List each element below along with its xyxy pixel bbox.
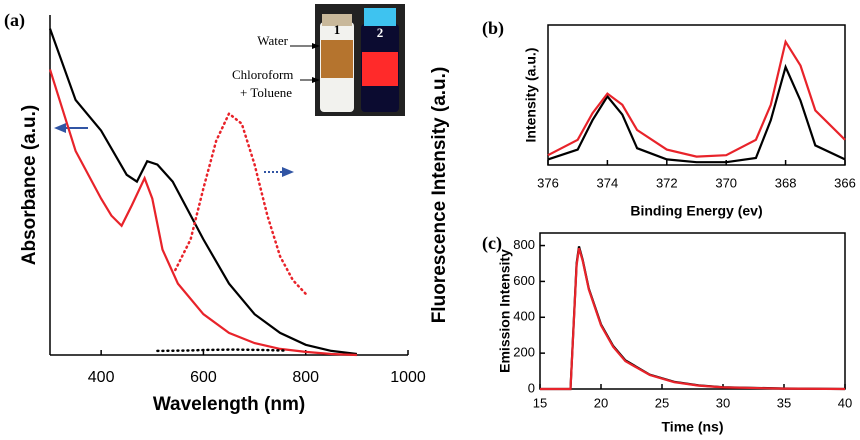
y-tick-label: 200 bbox=[513, 345, 535, 360]
x-tick-label: 30 bbox=[716, 395, 730, 410]
x-axis-label: Wavelength (nm) bbox=[153, 394, 305, 415]
annotation: + Toluene bbox=[240, 85, 292, 100]
x-tick-label: 370 bbox=[715, 175, 737, 190]
panel-label: (a) bbox=[4, 10, 25, 31]
arrow-head bbox=[312, 43, 320, 49]
x-tick-label: 372 bbox=[656, 175, 678, 190]
data-line bbox=[547, 63, 846, 164]
vial-cap bbox=[364, 8, 396, 26]
water-layer bbox=[321, 40, 353, 78]
x-tick-label: 35 bbox=[777, 395, 791, 410]
y2-axis-label: Fluorescence Intensity (a.u.) bbox=[429, 67, 450, 324]
arrow-head bbox=[312, 77, 320, 83]
y-tick-label: 600 bbox=[513, 273, 535, 288]
plot-frame bbox=[539, 232, 846, 390]
data-line bbox=[48, 69, 357, 357]
y-axis-label: Absorbance (a.u.) bbox=[19, 105, 40, 265]
x-tick-label: 20 bbox=[594, 395, 608, 410]
x-tick-label: 366 bbox=[834, 175, 856, 190]
water-layer bbox=[362, 52, 398, 86]
x-tick-label: 374 bbox=[597, 175, 619, 190]
vial-label: 1 bbox=[334, 22, 341, 37]
x-tick-label: 40 bbox=[838, 395, 852, 410]
data-line bbox=[48, 28, 358, 356]
annotation: Chloroform bbox=[232, 67, 293, 82]
vial-cap bbox=[322, 14, 352, 26]
panel-label: (b) bbox=[482, 18, 504, 39]
panel-label: (c) bbox=[482, 233, 502, 254]
x-tick-label: 400 bbox=[88, 369, 115, 386]
data-line bbox=[540, 246, 846, 391]
x-tick-label: 800 bbox=[292, 369, 319, 386]
x-tick-label: 368 bbox=[775, 175, 797, 190]
plot-frame bbox=[547, 24, 846, 166]
x-tick-label: 376 bbox=[537, 175, 559, 190]
y-tick-label: 400 bbox=[513, 309, 535, 324]
data-line bbox=[540, 247, 846, 391]
x-axis-label: Time (ns) bbox=[662, 419, 724, 435]
arrow-head bbox=[54, 123, 66, 133]
arrow-head bbox=[282, 167, 294, 177]
x-axis-label: Binding Energy (ev) bbox=[630, 203, 762, 219]
inset-photo: 1 2 bbox=[315, 4, 405, 116]
y-tick-label: 0 bbox=[528, 380, 535, 395]
x-tick-label: 25 bbox=[655, 395, 669, 410]
x-tick-label: 15 bbox=[533, 395, 547, 410]
x-tick-label: 1000 bbox=[390, 369, 426, 386]
data-line bbox=[547, 38, 846, 158]
vial-label: 2 bbox=[377, 25, 384, 40]
data-line bbox=[174, 111, 307, 296]
x-tick-label: 600 bbox=[190, 369, 217, 386]
y-tick-label: 800 bbox=[513, 237, 535, 252]
annotation: Water bbox=[257, 33, 288, 48]
y-axis-label: Intensity (a.u.) bbox=[523, 48, 539, 143]
data-line bbox=[156, 348, 287, 353]
y-axis-label: Emission Intensity bbox=[497, 249, 513, 373]
